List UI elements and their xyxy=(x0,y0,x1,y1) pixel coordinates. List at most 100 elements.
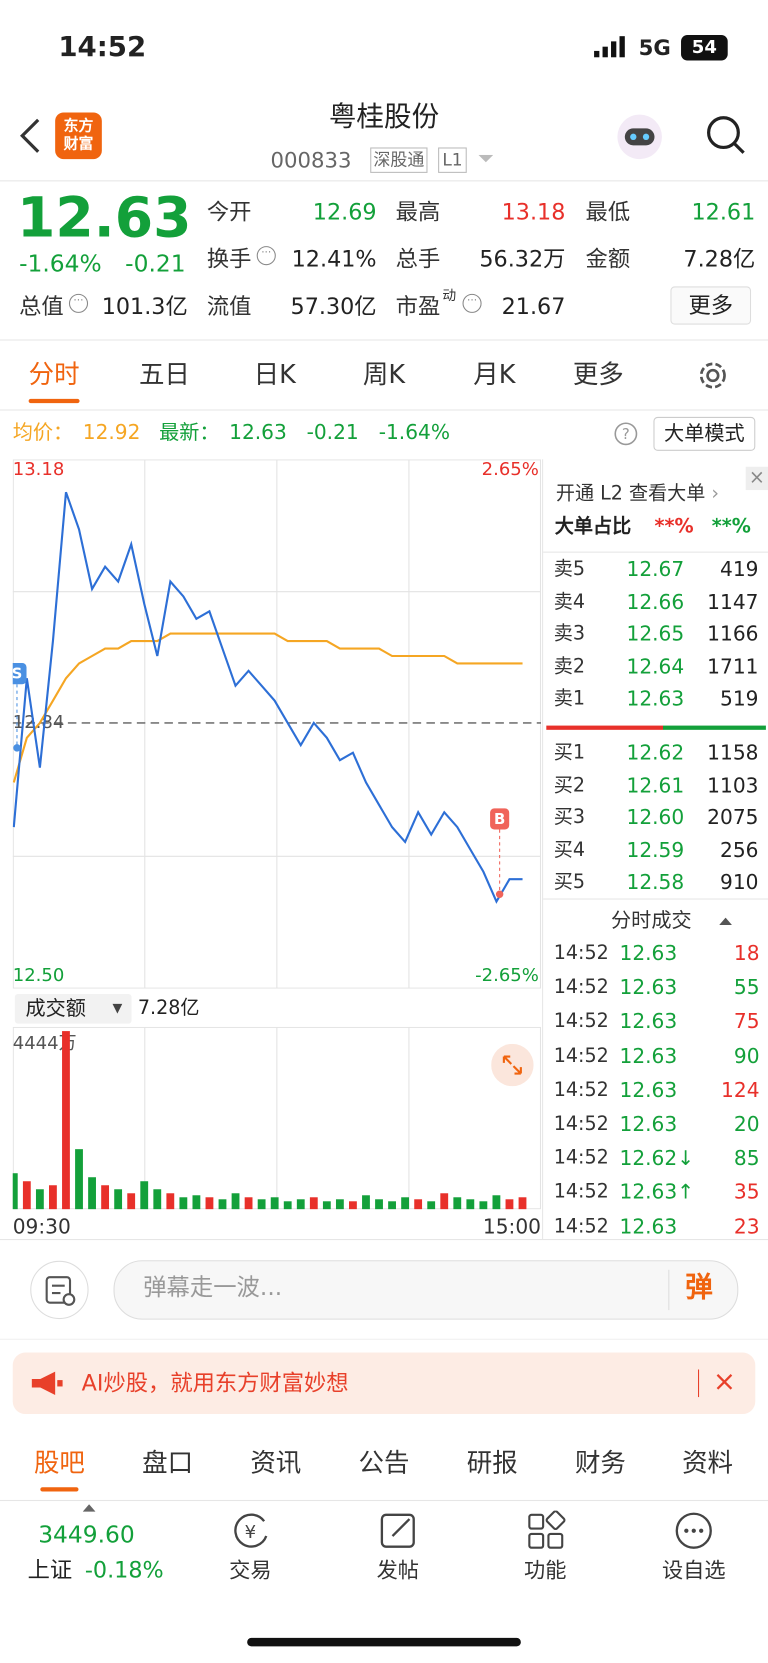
l2-promo[interactable]: 开通 L2 查看大单 › xyxy=(555,482,720,505)
book-price: 12.59 xyxy=(626,838,685,862)
nav-item[interactable]: 发帖 xyxy=(376,1557,420,1583)
trade-volume: 55 xyxy=(733,976,760,1000)
svg-text:¥: ¥ xyxy=(245,1522,256,1543)
app-logo: 东方 财富 xyxy=(55,112,102,160)
back-button[interactable] xyxy=(17,117,45,155)
info-icon[interactable]: ··· xyxy=(462,293,482,313)
book-label: 卖2 xyxy=(553,655,585,678)
nav-item[interactable]: 交易 xyxy=(229,1557,272,1583)
divider xyxy=(0,1338,768,1340)
trade-price: 12.62↓ xyxy=(619,1146,695,1171)
info-icon[interactable]: ··· xyxy=(256,246,276,266)
volume-bar xyxy=(127,1193,136,1210)
book-label: 卖3 xyxy=(553,622,585,645)
danmaku-settings-button[interactable] xyxy=(30,1260,89,1320)
section-tab[interactable]: 资料 xyxy=(682,1447,734,1478)
chart-tab[interactable]: 月K xyxy=(473,359,516,390)
marker-box xyxy=(12,663,27,685)
index-pct: -0.18% xyxy=(84,1557,164,1583)
marker-label: B xyxy=(494,810,505,828)
volume-bar xyxy=(505,1199,514,1210)
trade-price: 12.63 xyxy=(619,1010,678,1034)
danmaku-button[interactable]: 弹 xyxy=(685,1271,713,1304)
svg-text:?: ? xyxy=(622,425,630,443)
volume-chart: 4444万 xyxy=(12,1026,542,1210)
book-price: 12.62 xyxy=(626,741,685,765)
dropdown-icon: ▼ xyxy=(112,1000,123,1016)
close-banner-button[interactable]: × xyxy=(712,1366,736,1399)
big-order-mode-button[interactable]: 大单模式 xyxy=(653,416,756,451)
last-change-pct: -1.64% xyxy=(378,421,451,445)
volume-bar xyxy=(375,1199,383,1210)
chart-tab[interactable]: 周K xyxy=(362,359,406,390)
chart-tab[interactable]: 更多 xyxy=(572,359,624,390)
info-icon[interactable]: ··· xyxy=(68,293,89,313)
more-button[interactable]: 更多 xyxy=(670,286,752,325)
stat-value: 12.69 xyxy=(312,199,377,225)
book-price: 12.67 xyxy=(626,557,685,582)
book-price: 12.64 xyxy=(626,655,685,679)
change-pct: -1.64% xyxy=(19,251,102,278)
tab-indicator xyxy=(28,398,80,404)
volume-bar xyxy=(88,1177,96,1210)
volume-bar xyxy=(414,1199,423,1210)
chart-tab[interactable]: 日K xyxy=(253,359,296,390)
settings-button[interactable] xyxy=(696,359,730,393)
section-tab[interactable]: 盘口 xyxy=(142,1447,194,1478)
tag: 深股通 xyxy=(370,147,428,173)
trade-volume: 85 xyxy=(733,1146,760,1171)
divider xyxy=(542,459,544,1240)
nav-item[interactable]: 设自选 xyxy=(661,1557,726,1583)
volume-bar xyxy=(205,1197,214,1210)
chart-tab[interactable]: 五日 xyxy=(138,359,190,390)
divider xyxy=(698,1369,700,1398)
pct-tick-label: -2.65% xyxy=(475,965,539,986)
trade-time: 14:52 xyxy=(553,1078,609,1101)
divider xyxy=(0,1499,768,1502)
book-volume: 519 xyxy=(720,687,759,711)
trade-price: 12.63↑ xyxy=(619,1181,695,1205)
tag: L1 xyxy=(438,147,467,173)
stat-value: 57.30亿 xyxy=(290,293,377,320)
section-tab[interactable]: 财务 xyxy=(574,1447,626,1478)
volume-selector[interactable]: 成交额 ▼ xyxy=(14,993,132,1024)
divider xyxy=(668,1269,670,1311)
search-button[interactable] xyxy=(704,114,746,156)
function-icon xyxy=(528,1510,566,1549)
nav-item[interactable]: 功能 xyxy=(524,1557,567,1583)
section-tab[interactable]: 股吧 xyxy=(33,1447,85,1478)
comment-input[interactable]: 弹幕走一波... 弹 xyxy=(113,1260,739,1320)
close-button[interactable]: × xyxy=(745,466,768,491)
volume-bar xyxy=(479,1201,488,1210)
volume-bar xyxy=(309,1197,318,1210)
marker-dot xyxy=(13,744,21,752)
trade-price: 12.63 xyxy=(619,1215,678,1239)
volume-bar xyxy=(440,1193,449,1210)
book-label: 买2 xyxy=(553,773,585,797)
comment-placeholder: 弹幕走一波... xyxy=(143,1275,283,1302)
volume-bar xyxy=(231,1193,240,1210)
chart-tab[interactable]: 分时 xyxy=(28,359,80,390)
section-tab[interactable]: 资讯 xyxy=(250,1447,302,1478)
stat-label: 换手 xyxy=(206,246,252,272)
help-icon[interactable]: ? xyxy=(613,421,638,446)
section-tab[interactable]: 公告 xyxy=(358,1447,410,1478)
volume-bar xyxy=(22,1181,31,1210)
last-change: -0.21 xyxy=(306,421,359,445)
stock-name: 粤桂股份 xyxy=(328,101,440,134)
assistant-avatar[interactable] xyxy=(615,112,664,161)
volume-bar xyxy=(492,1195,501,1210)
dropdown-icon[interactable] xyxy=(478,154,494,163)
trade-time: 14:52 xyxy=(553,1215,609,1238)
stat-value: 12.61 xyxy=(691,199,756,225)
trade-time: 14:52 xyxy=(553,941,609,965)
sort-icon[interactable] xyxy=(719,917,732,926)
expand-button[interactable] xyxy=(491,1043,534,1087)
last-price: 12.63 xyxy=(16,186,192,251)
section-tab[interactable]: 研报 xyxy=(466,1447,518,1478)
stat-label: 金额 xyxy=(585,246,631,272)
volume-bar xyxy=(49,1185,57,1210)
last-label: 最新： xyxy=(159,421,220,445)
promo-banner[interactable]: AI炒股，就用东方财富妙想 × xyxy=(12,1352,756,1415)
volume-bar xyxy=(401,1197,410,1210)
